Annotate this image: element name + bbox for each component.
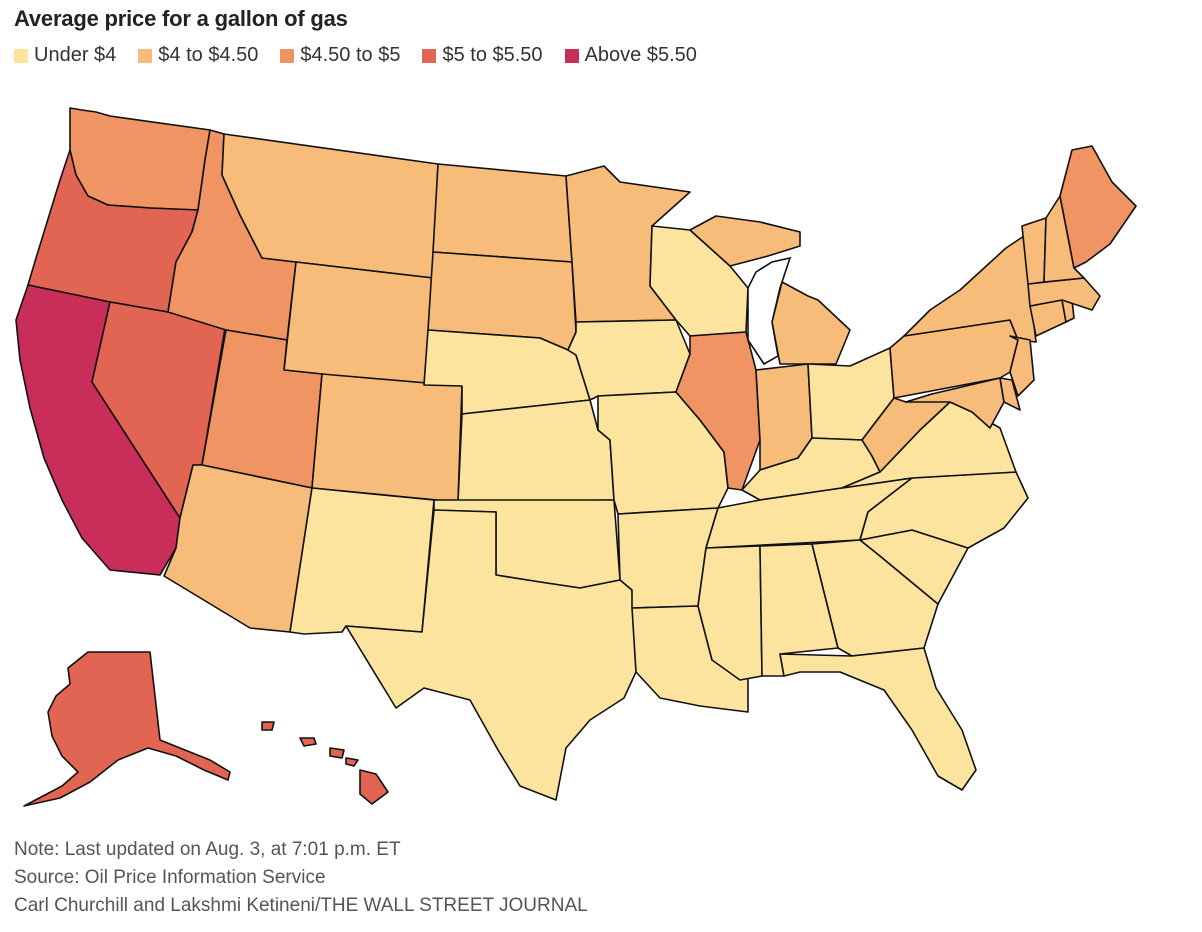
legend-item-4-to-4-50: $4 to $4.50 xyxy=(138,44,258,67)
state-new-mexico xyxy=(289,487,435,635)
state-new-jersey xyxy=(1009,335,1035,397)
state-new-york xyxy=(903,235,1037,343)
state-colorado xyxy=(311,373,463,503)
legend-item-4-50-to-5: $4.50 to $5 xyxy=(280,44,400,67)
legend: Under $4 $4 to $4.50 $4.50 to $5 $5 to $… xyxy=(14,44,697,67)
legend-label: $5 to $5.50 xyxy=(442,44,543,66)
chart-title: Average price for a gallon of gas xyxy=(14,6,348,31)
state-wyoming xyxy=(283,261,434,386)
state-kansas xyxy=(457,399,615,503)
legend-item-5-to-5-50: $5 to $5.50 xyxy=(422,44,543,67)
state-arizona xyxy=(163,464,313,633)
footer-note: Note: Last updated on Aug. 3, at 7:01 p.… xyxy=(14,839,401,860)
footer-credit: Carl Churchill and Lakshmi Ketineni/THE … xyxy=(14,895,588,916)
legend-swatch xyxy=(14,48,28,63)
state-north-dakota xyxy=(432,163,573,263)
legend-item-above-5-50: Above $5.50 xyxy=(564,44,697,67)
legend-swatch xyxy=(422,48,437,63)
legend-label: $4 to $4.50 xyxy=(158,44,259,66)
legend-label: $4.50 to $5 xyxy=(300,44,401,66)
state-washington xyxy=(69,107,211,211)
state-maryland xyxy=(905,377,1005,429)
lake-michigan xyxy=(747,256,792,366)
state-maine xyxy=(1059,145,1137,269)
legend-item-under-4: Under $4 xyxy=(14,44,116,67)
state-iowa xyxy=(567,319,691,401)
legend-swatch xyxy=(564,48,579,63)
legend-label: Above $5.50 xyxy=(584,44,697,66)
state-hawaii xyxy=(261,721,389,805)
state-massachusetts xyxy=(1027,277,1101,311)
state-illinois xyxy=(675,331,761,491)
state-alaska xyxy=(23,651,231,807)
legend-label: Under $4 xyxy=(34,44,117,66)
legend-swatch xyxy=(138,48,153,63)
state-new-hampshire xyxy=(1043,195,1085,283)
state-florida xyxy=(779,647,977,791)
footer-source: Source: Oil Price Information Service xyxy=(14,867,326,888)
state-texas xyxy=(345,509,637,801)
state-delaware xyxy=(999,377,1021,411)
legend-swatch xyxy=(280,48,295,63)
footer: Note: Last updated on Aug. 3, at 7:01 p.… xyxy=(14,836,588,920)
